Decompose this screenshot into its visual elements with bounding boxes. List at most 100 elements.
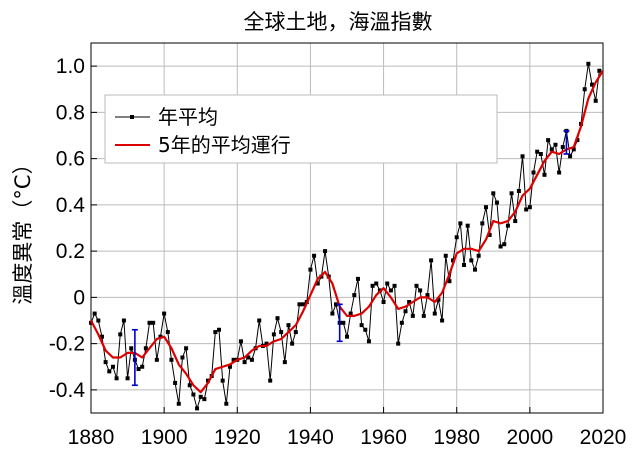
- series-annual-point: [114, 376, 119, 381]
- series-annual-point: [414, 283, 419, 288]
- x-tick-label: 1920: [214, 426, 261, 449]
- series-annual-point: [582, 87, 587, 92]
- series-annual-point: [154, 357, 159, 362]
- series-annual-point: [385, 281, 390, 286]
- y-tick-label: 0.8: [56, 101, 85, 124]
- series-annual-point: [173, 380, 178, 385]
- series-annual-point: [249, 357, 254, 362]
- series-annual-point: [184, 346, 189, 351]
- series-annual-point: [429, 258, 434, 263]
- series-annual-point: [286, 323, 291, 328]
- series-annual-point: [396, 341, 401, 346]
- y-tick-label: -0.4: [49, 379, 86, 402]
- series-annual-point: [381, 300, 386, 304]
- series-annual-point: [359, 323, 364, 328]
- series-annual-point: [568, 154, 573, 159]
- series-annual-point: [162, 311, 167, 316]
- series-annual-point: [330, 311, 335, 316]
- series-annual-point: [418, 288, 423, 293]
- y-tick-label: 0.6: [56, 148, 85, 171]
- series-annual-point: [195, 406, 200, 411]
- series-annual-point: [246, 355, 251, 360]
- y-tick-label: -0.2: [49, 333, 85, 356]
- series-annual-point: [421, 313, 426, 318]
- series-annual-point: [483, 205, 488, 210]
- series-annual-point: [575, 138, 580, 143]
- series-annual-point: [165, 330, 170, 335]
- error-bar: [131, 328, 138, 387]
- series-annual-point: [527, 205, 532, 210]
- series-annual-point: [407, 300, 412, 304]
- series-annual-point: [392, 283, 397, 288]
- series-annual-point: [103, 360, 108, 365]
- series-annual-point: [348, 311, 353, 316]
- series-annual-point: [282, 360, 287, 365]
- series-annual-point: [107, 369, 112, 374]
- series-annual-point: [451, 258, 456, 263]
- series-annual-point: [494, 200, 499, 205]
- series-annual-point: [227, 364, 232, 369]
- series-annual-point: [129, 346, 134, 351]
- chart-title: 全球土地，海溫指數: [244, 10, 433, 34]
- series-annual-point: [334, 302, 339, 307]
- series-annual-point: [279, 330, 284, 335]
- series-annual-point: [264, 341, 269, 346]
- x-tick-label: 1880: [68, 426, 115, 449]
- series-annual-point: [191, 392, 196, 397]
- series-annual-point: [268, 378, 273, 383]
- series-annual-point: [220, 378, 225, 383]
- series-annual-point: [458, 221, 463, 226]
- series-annual-point: [275, 316, 280, 321]
- series-annual-point: [217, 327, 221, 332]
- axis-ticks: 1880 1900 1920 1940 1960 1980 2000 2020 -0.4 -0.2…: [49, 55, 627, 449]
- series-annual-point: [590, 82, 595, 87]
- series-annual-point: [535, 149, 540, 154]
- series-annual-point: [213, 330, 218, 335]
- legend-smoothed-label: 5年的平均運行: [158, 133, 291, 157]
- series-annual-point: [297, 302, 302, 307]
- series-annual-point: [399, 320, 404, 325]
- series-annual-point: [151, 320, 156, 325]
- x-tick-label: 2020: [580, 426, 627, 449]
- series-annual-point: [425, 293, 430, 298]
- series-annual-point: [345, 334, 349, 339]
- series-annual-point: [502, 242, 507, 247]
- series-annual-point: [180, 355, 185, 360]
- series-annual-point: [520, 154, 525, 159]
- series-annual-point: [586, 61, 591, 66]
- series-annual-point: [125, 376, 130, 381]
- series-annual-point: [465, 223, 470, 228]
- series-annual-point: [374, 281, 379, 286]
- series-annual-point: [403, 309, 408, 314]
- series-annual-point: [99, 334, 104, 339]
- series-annual-point: [176, 401, 181, 406]
- series-annual-point: [110, 364, 115, 369]
- series-annual-point: [388, 288, 393, 293]
- series-annual-point: [187, 383, 192, 388]
- error-bar: [336, 303, 343, 343]
- series-annual-line: [90, 63, 600, 411]
- series-annual-point: [571, 147, 576, 152]
- series-annual-point: [524, 207, 529, 212]
- y-tick-label: 0.2: [56, 240, 85, 263]
- series-smoothed-line: [90, 70, 604, 394]
- series-annual-point: [271, 332, 276, 337]
- series-annual-point: [546, 138, 551, 143]
- series-annual-point: [92, 311, 97, 316]
- series-annual-point: [487, 232, 492, 237]
- series-annual-point: [469, 258, 474, 263]
- series-annual-point: [597, 68, 602, 73]
- series-annual-point: [462, 263, 467, 267]
- series-annual-point: [476, 253, 481, 258]
- series-annual-point: [363, 327, 368, 332]
- series-annual-point: [505, 223, 510, 228]
- y-tick-label: 1.0: [56, 55, 85, 78]
- series-annual-point: [308, 267, 313, 272]
- series-annual-point: [410, 313, 415, 318]
- series-annual-point: [557, 170, 562, 175]
- x-tick-label: 1940: [287, 426, 334, 449]
- series-annual-point: [355, 276, 360, 281]
- series-annual-point: [231, 357, 236, 362]
- y-tick-label: 0: [73, 286, 85, 309]
